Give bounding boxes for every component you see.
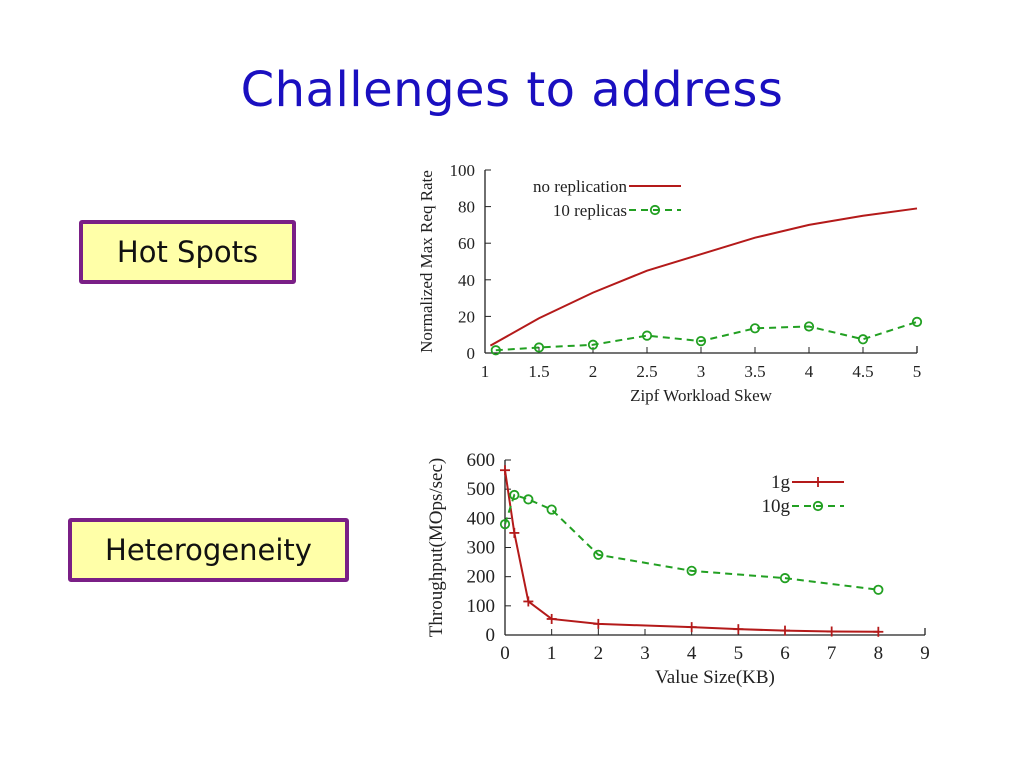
y-tick-label: 100 xyxy=(450,161,476,180)
x-tick-label: 1.5 xyxy=(528,362,549,381)
hot-spots-label-box: Hot Spots xyxy=(79,220,296,284)
y-tick-label: 300 xyxy=(467,538,496,559)
slide-title: Challenges to address xyxy=(240,62,784,118)
x-tick-label: 7 xyxy=(827,643,837,664)
hot-spots-label: Hot Spots xyxy=(116,235,259,269)
x-tick-label: 1 xyxy=(481,362,490,381)
x-axis-label: Zipf Workload Skew xyxy=(630,386,773,405)
legend-marker xyxy=(812,500,824,512)
data-point xyxy=(641,330,653,341)
y-axis-label: Normalized Max Req Rate xyxy=(417,170,436,353)
data-point xyxy=(911,316,923,327)
data-point xyxy=(733,624,744,635)
legend-label: 10 replicas xyxy=(553,201,627,220)
x-tick-label: 5 xyxy=(734,643,744,664)
x-tick-label: 9 xyxy=(920,643,930,664)
y-tick-label: 500 xyxy=(467,479,496,500)
y-tick-label: 40 xyxy=(458,271,475,290)
data-point xyxy=(523,596,534,607)
x-tick-label: 6 xyxy=(780,643,790,664)
series-line-0 xyxy=(489,207,918,347)
x-tick-label: 4 xyxy=(805,362,814,381)
data-point xyxy=(546,613,557,624)
data-point xyxy=(546,504,557,515)
x-axis-label: Value Size(KB) xyxy=(655,667,775,688)
heterogeneity-label-box: Heterogeneity xyxy=(68,518,349,582)
value-size-chart: 0 1 2 3 4 5 6 7 8 9 0 100 200 300 400 500 600 Value Size(… xyxy=(426,450,930,688)
data-point xyxy=(587,339,599,350)
data-point xyxy=(873,584,884,595)
x-tick-label: 1 xyxy=(547,643,557,664)
data-point xyxy=(826,626,837,637)
x-tick-label: 2 xyxy=(589,362,598,381)
x-tick-label: 3 xyxy=(697,362,706,381)
x-tick-label: 4 xyxy=(687,643,697,664)
y-tick-label: 600 xyxy=(467,450,496,471)
y-tick-label: 20 xyxy=(458,307,475,326)
data-point xyxy=(533,342,545,353)
data-point xyxy=(509,527,520,538)
data-point xyxy=(803,321,815,332)
zipf-skew-chart: 1 1.5 2 2.5 3 3.5 4 4.5 5 0 20 40 60 80 100 Zipf Worklo… xyxy=(417,161,923,405)
legend-label: 10g xyxy=(762,496,791,517)
data-point xyxy=(499,519,511,530)
x-tick-label: 2 xyxy=(594,643,604,664)
series-line-1 xyxy=(495,320,918,352)
x-tick-label: 3 xyxy=(640,643,650,664)
data-point xyxy=(523,494,534,505)
x-tick-label: 3.5 xyxy=(744,362,765,381)
data-point xyxy=(593,549,604,560)
data-point xyxy=(695,336,707,347)
data-point xyxy=(780,625,790,636)
x-tick-label: 2.5 xyxy=(636,362,657,381)
y-tick-label: 80 xyxy=(458,198,475,217)
y-tick-label: 0 xyxy=(467,344,476,363)
y-axis-label: Throughput(MOps/sec) xyxy=(426,458,447,637)
legend-marker xyxy=(649,204,661,216)
x-tick-label: 4.5 xyxy=(852,362,873,381)
data-point xyxy=(509,489,520,501)
data-point xyxy=(873,626,884,637)
data-point xyxy=(857,334,869,345)
data-point xyxy=(779,573,791,584)
y-tick-label: 400 xyxy=(467,508,496,529)
series-line-0 xyxy=(504,470,879,633)
legend-label: no replication xyxy=(533,177,627,196)
y-tick-label: 100 xyxy=(467,596,496,617)
data-point xyxy=(593,618,604,629)
heterogeneity-label: Heterogeneity xyxy=(105,533,312,567)
data-point xyxy=(490,345,501,356)
data-point xyxy=(686,622,697,633)
data-point xyxy=(500,465,510,476)
x-tick-label: 0 xyxy=(500,643,510,664)
y-tick-label: 60 xyxy=(458,234,475,253)
data-point xyxy=(686,565,697,576)
data-point xyxy=(749,323,761,334)
x-tick-label: 5 xyxy=(913,362,922,381)
legend-label: 1g xyxy=(771,472,791,493)
y-tick-label: 200 xyxy=(467,567,496,588)
x-tick-label: 8 xyxy=(874,643,884,664)
y-tick-label: 0 xyxy=(486,625,496,646)
